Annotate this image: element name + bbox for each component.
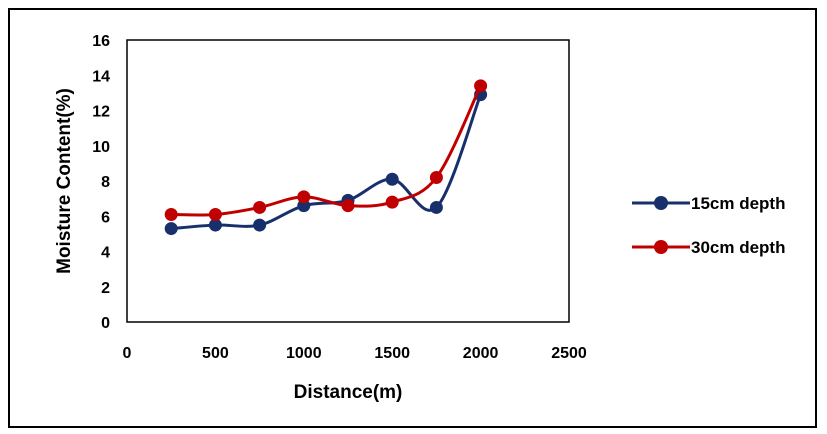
data-point <box>164 222 178 236</box>
y-axis-title: Moisture Content(%) <box>54 88 75 274</box>
x-tick-label: 1000 <box>286 345 322 362</box>
x-tick-labels: 0 500 1000 1500 2000 2500 <box>123 345 587 362</box>
y-tick-label: 8 <box>101 174 110 191</box>
data-point <box>253 200 267 214</box>
data-point <box>208 218 222 232</box>
x-tick-label: 2000 <box>463 345 499 362</box>
plot-area <box>126 39 570 323</box>
data-point <box>385 195 399 209</box>
series-1 <box>164 79 488 221</box>
y-tick-label: 6 <box>101 209 110 226</box>
y-tick-label: 14 <box>92 68 110 85</box>
x-axis-title: Distance(m) <box>294 382 403 403</box>
data-point <box>164 207 178 221</box>
x-tick-label: 2500 <box>551 345 587 362</box>
legend-marker <box>654 240 668 254</box>
x-tick-label: 1500 <box>374 345 410 362</box>
y-tick-labels: 0 2 4 6 8 10 12 14 16 <box>92 33 110 332</box>
series-layer <box>164 79 488 236</box>
legend: 15cm depth 30cm depth <box>632 194 785 257</box>
data-point <box>474 79 488 93</box>
y-tick-label: 12 <box>92 104 110 121</box>
data-point <box>385 172 399 186</box>
data-point <box>297 190 311 204</box>
legend-label: 15cm depth <box>691 194 785 213</box>
legend-item: 30cm depth <box>632 238 785 257</box>
legend-item: 15cm depth <box>632 194 785 213</box>
y-tick-label: 2 <box>101 280 110 297</box>
data-point <box>429 170 443 184</box>
x-tick-label: 500 <box>202 345 229 362</box>
data-point <box>253 218 267 232</box>
y-tick-label: 10 <box>92 139 110 156</box>
legend-label: 30cm depth <box>691 238 785 257</box>
data-point <box>341 199 355 213</box>
y-tick-label: 4 <box>101 245 110 262</box>
data-point <box>208 207 222 221</box>
y-tick-label: 0 <box>101 315 110 332</box>
x-tick-label: 0 <box>123 345 132 362</box>
legend-marker <box>654 196 668 210</box>
data-point <box>429 200 443 214</box>
y-tick-label: 16 <box>92 33 110 50</box>
